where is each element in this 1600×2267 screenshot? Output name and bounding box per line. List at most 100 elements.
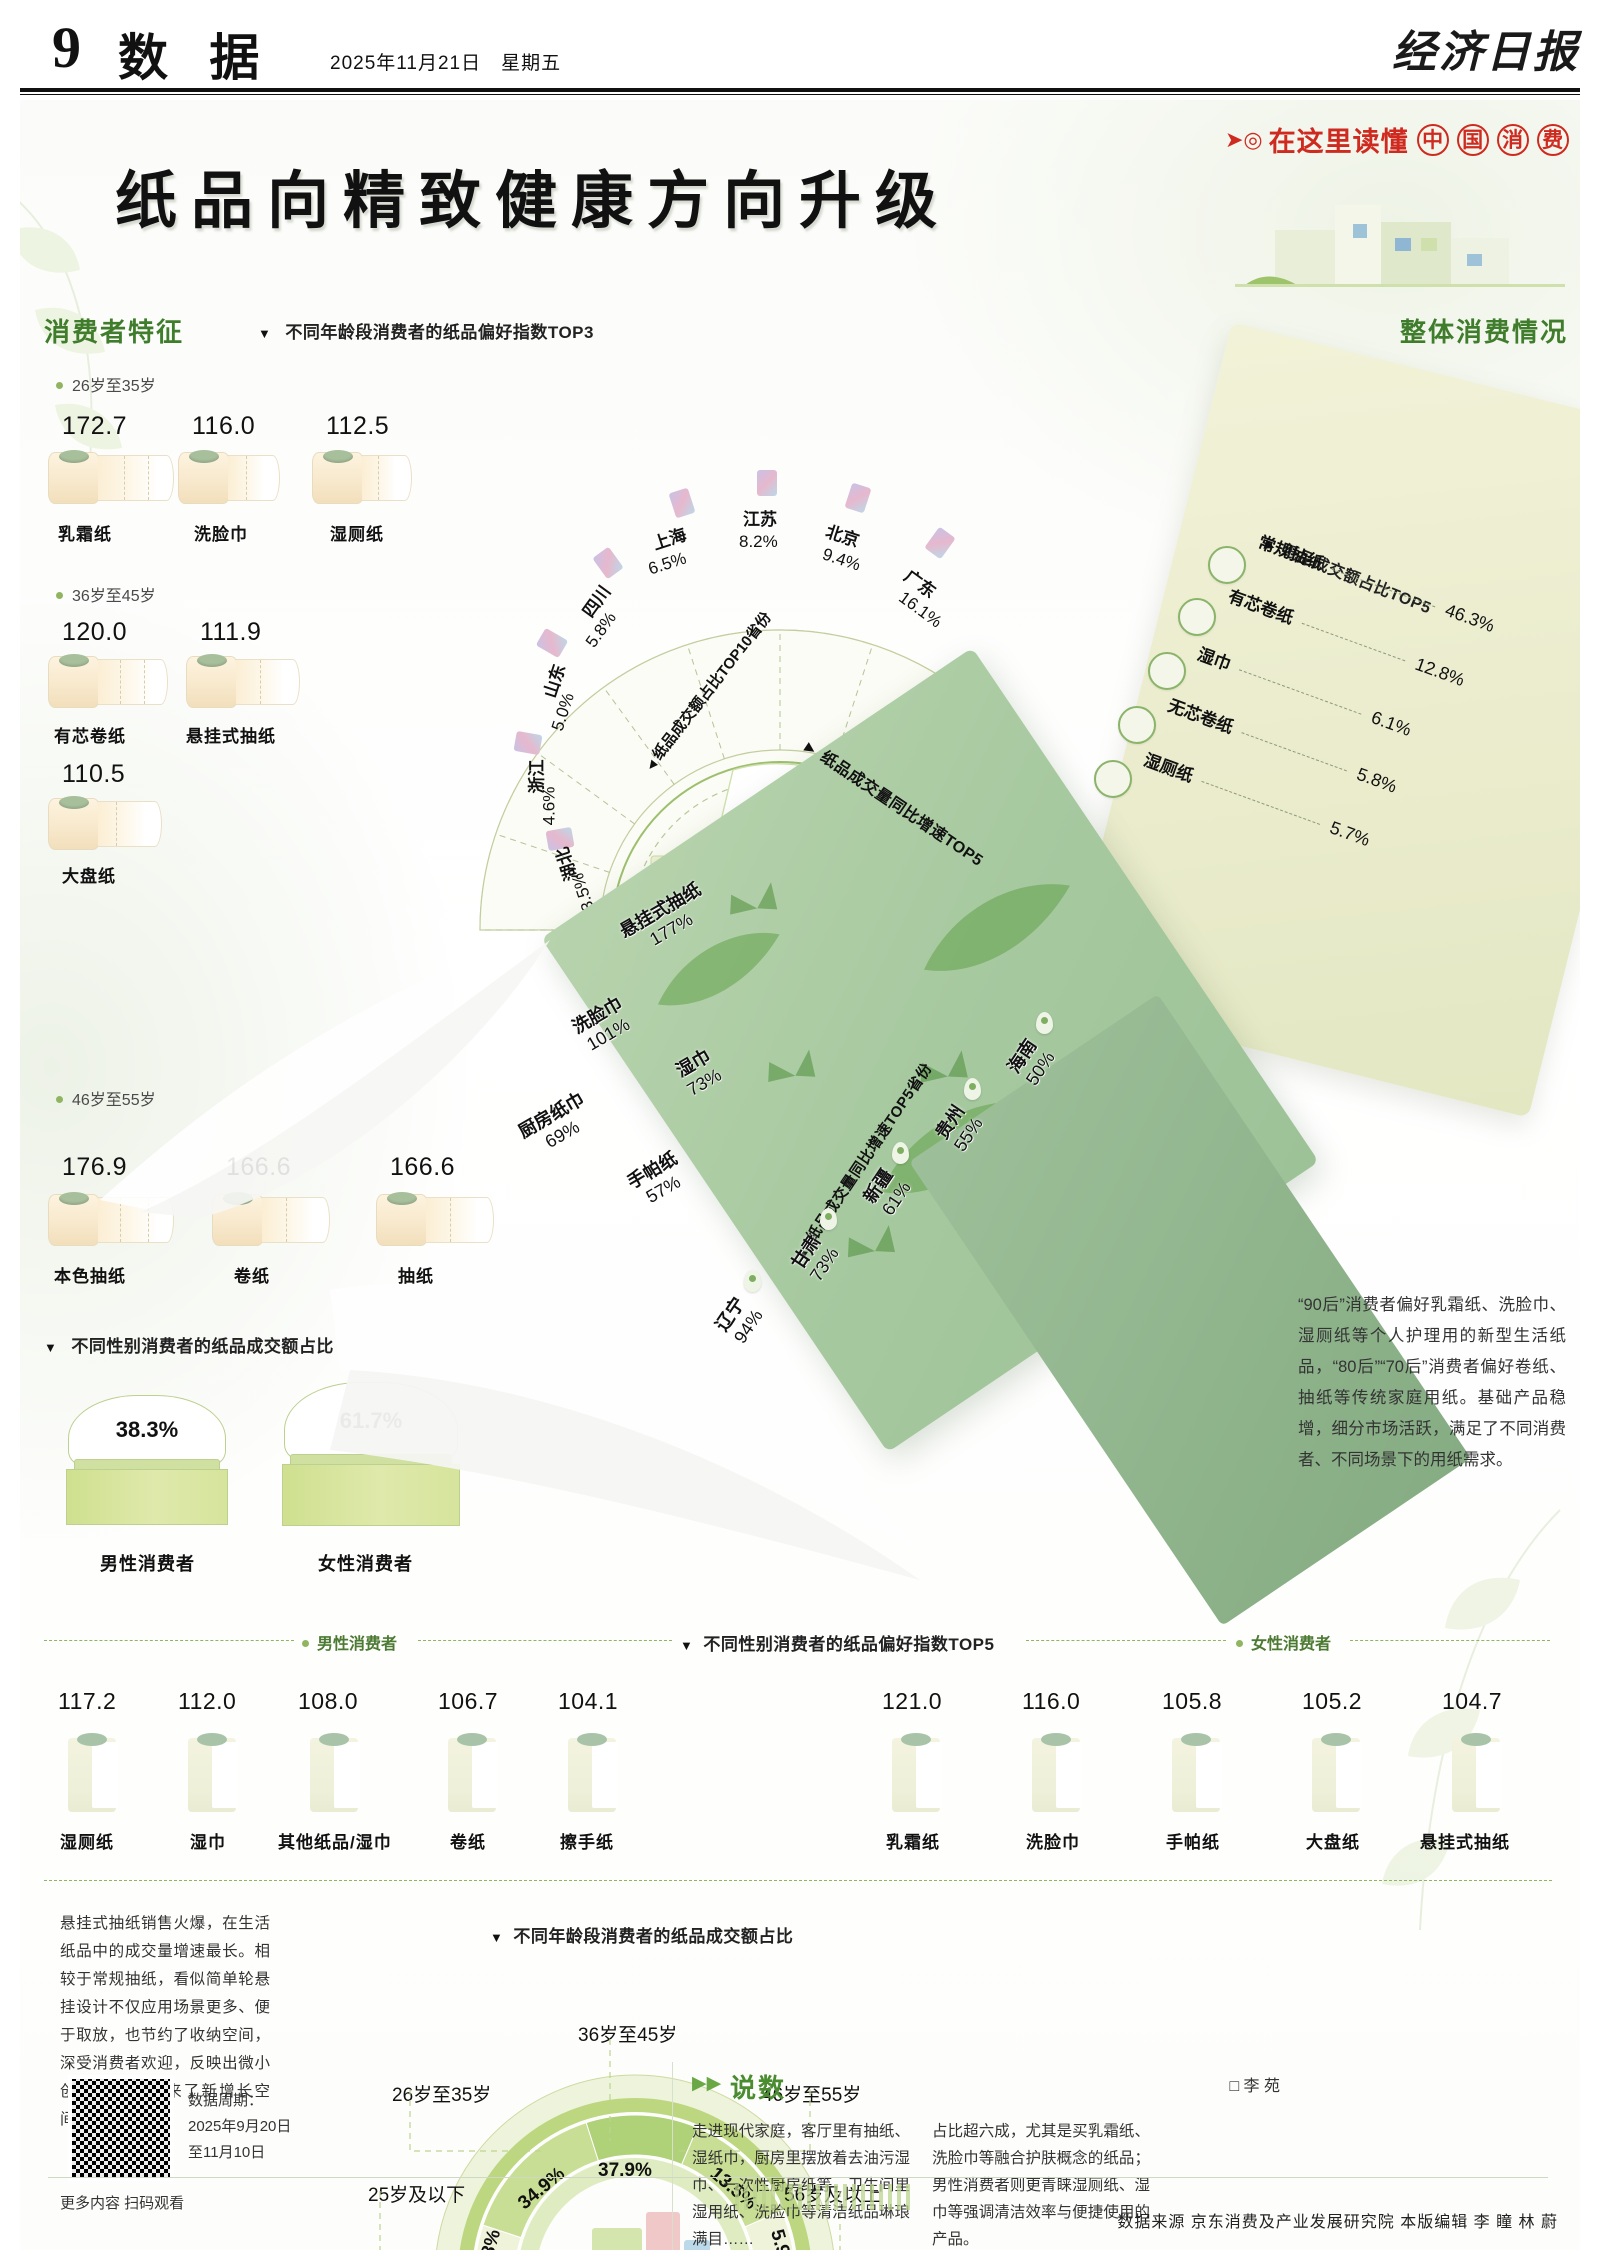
male-pref-name-4: 卷纸 [450, 1833, 486, 1852]
growth-item-5: 手帕纸 57% [622, 1145, 692, 1213]
caption-age-share: ▼ 不同年龄段消费者的纸品成交额占比 [490, 1927, 794, 1946]
age1-item3-name: 湿厕纸 [330, 525, 384, 544]
badge-text: 在这里读懂 [1268, 127, 1409, 157]
age-group-label-1: 26岁至35岁 [56, 372, 156, 396]
wet-toilet-paper-icon [1094, 760, 1132, 798]
section-name: 数 据 [118, 28, 272, 87]
age-group-label-3: 46岁至55岁 [56, 1086, 156, 1110]
age1-item2-name: 洗脸巾 [194, 525, 248, 544]
age1-item1-name: 乳霜纸 [58, 525, 112, 544]
footer-source: 数据来源 京东消费及产业发展研究院 本版编辑 李 瞳 林 蔚 [1117, 2214, 1558, 2231]
donut-leader-lines [379, 2039, 841, 2250]
age1-item2-value: 116.0 [192, 412, 256, 440]
arrow-target-icon: ➤◎ [1225, 126, 1263, 152]
tissue-box-male: 38.3% [62, 1395, 232, 1525]
qr-caption: 更多内容 扫码观看 [60, 2195, 185, 2212]
age2-item3-name: 大盘纸 [62, 867, 116, 886]
male-consumer-label: 男性消费者 [100, 1554, 195, 1574]
coreless-roll-icon [1118, 706, 1156, 744]
paper-roll-icon [186, 652, 314, 710]
article-heading: 说数 [730, 2073, 787, 2103]
female-pref-value-5: 104.7 [1442, 1688, 1503, 1714]
paper-roll-icon [1452, 1730, 1504, 1816]
paper-roll-icon [376, 1190, 504, 1248]
female-pref-name-1: 乳霜纸 [886, 1833, 940, 1852]
age1-item3-value: 112.5 [326, 412, 390, 440]
male-pref-name-1: 湿厕纸 [60, 1833, 114, 1852]
article-marker-icon: ▶▶ [692, 2073, 722, 2094]
newspaper-logo: 经济日报 [1392, 27, 1580, 78]
age3-item2-name: 卷纸 [234, 1267, 270, 1286]
data-cycle-text: 数据周期： 2025年9月20日 至11月10日 [188, 2092, 292, 2161]
female-pref-value-2: 116.0 [1022, 1688, 1081, 1714]
map-pin-icon [964, 1078, 981, 1100]
paper-roll-icon [188, 1730, 240, 1816]
issue-date: 2025年11月21日 星期五 [330, 53, 562, 74]
divider-band-bottom [44, 1880, 1552, 1881]
paper-roll-icon [310, 1730, 362, 1816]
female-pref-name-3: 手帕纸 [1166, 1833, 1220, 1852]
male-pref-name-2: 湿巾 [190, 1833, 226, 1852]
caption-gender-share: ▼ 不同性别消费者的纸品成交额占比 [44, 1337, 334, 1356]
map-pin-icon [1036, 1012, 1053, 1034]
divider-mid-right [1026, 1640, 1226, 1641]
age-share-semi-donut [436, 2074, 834, 2250]
female-pref-name-2: 洗脸巾 [1026, 1833, 1080, 1852]
tissue-sweep-decor [100, 930, 550, 1218]
male-pref-value-4: 106.7 [438, 1688, 499, 1714]
tissue-pack-icon [1208, 546, 1246, 584]
map-pin-icon [892, 1142, 909, 1164]
age2-item2-name: 悬挂式抽纸 [186, 727, 276, 746]
age-share-label-3: 36岁至45岁 [578, 2025, 678, 2046]
female-pref-value-4: 105.2 [1302, 1688, 1363, 1714]
map-pin-icon [820, 1208, 837, 1230]
read-china-consumption-badge: ➤◎ 在这里读懂 中 国 消 费 [1225, 120, 1569, 159]
female-band-label: 女性消费者 [1236, 1630, 1331, 1654]
female-pref-value-3: 105.8 [1162, 1688, 1223, 1714]
male-pref-name-5: 擦手纸 [560, 1833, 614, 1852]
divider-right [1350, 1640, 1550, 1641]
badge-circle-2: 国 [1456, 123, 1489, 156]
masthead-rule [20, 88, 1580, 92]
age-share-label-1: 25岁及以下 [368, 2185, 466, 2206]
section-consumer-traits: 消费者特征 [44, 317, 185, 347]
right-summary-paragraph: “90后”消费者偏好乳霜纸、洗脸巾、湿厕纸等个人护理用的新型生活纸品，“80后”… [1298, 1296, 1566, 1469]
triangle-down-icon: ▼ [680, 1638, 694, 1653]
female-consumer-label: 女性消费者 [318, 1554, 413, 1574]
triangle-down-icon: ▼ [490, 1930, 504, 1945]
masthead-rule-thin [20, 94, 1580, 95]
left-note-text: 悬挂式抽纸销售火爆，在生活纸品中的成交量增速最长。相较于常规抽纸，看似简单轮悬挂… [60, 1915, 270, 2128]
paper-roll-icon [68, 1730, 120, 1816]
age3-item3-name: 抽纸 [398, 1267, 434, 1286]
paper-roll-icon [1312, 1730, 1364, 1816]
paper-roll-icon [892, 1730, 944, 1816]
paper-roll-icon [312, 448, 440, 506]
map-pin-icon [744, 1270, 761, 1292]
page-number: 9 [52, 15, 81, 80]
caption-gender-pref-top5: ▼ 不同性别消费者的纸品偏好指数TOP5 [680, 1635, 995, 1654]
age-share-label-4: 46岁至55岁 [762, 2085, 862, 2106]
qr-code[interactable] [68, 2075, 174, 2181]
province-pct-7: 4.6% [539, 786, 559, 826]
page-title: 纸品向精致健康方向升级 [115, 164, 952, 237]
wet-wipe-pack-icon [1148, 652, 1186, 690]
female-pref-value-1: 121.0 [882, 1688, 943, 1714]
male-share-pct: 38.3% [115, 1417, 179, 1442]
bullet-dot-icon [56, 1096, 63, 1103]
triangle-down-icon: ▼ [258, 326, 272, 341]
divider-mid-left [418, 1640, 672, 1641]
paper-roll-icon [48, 448, 176, 506]
bullet-dot-icon [56, 592, 63, 599]
page-canvas: ➤◎ 在这里读懂 中 国 消 费 纸品向精致健康方向升级 消费者特征 ▼ 不同年龄… [20, 100, 1580, 2250]
wet-wipe-icon [757, 470, 777, 496]
male-band-label: 男性消费者 [302, 1630, 397, 1654]
paper-roll-icon [48, 652, 176, 710]
male-pref-value-2: 112.0 [178, 1688, 237, 1714]
article-author: □ 李 苑 [1229, 2078, 1280, 2095]
paper-roll-icon [448, 1730, 500, 1816]
bullet-dot-icon [56, 382, 63, 389]
age2-item1-name: 有芯卷纸 [54, 727, 126, 746]
female-pref-name-4: 大盘纸 [1306, 1833, 1360, 1852]
article-column-2: 占比超六成，尤其是买乳霜纸、洗脸巾等融合护肤概念的纸品；男性消费者则更青睐湿厕纸… [932, 2123, 1150, 2248]
age1-item1-value: 172.7 [62, 412, 128, 440]
